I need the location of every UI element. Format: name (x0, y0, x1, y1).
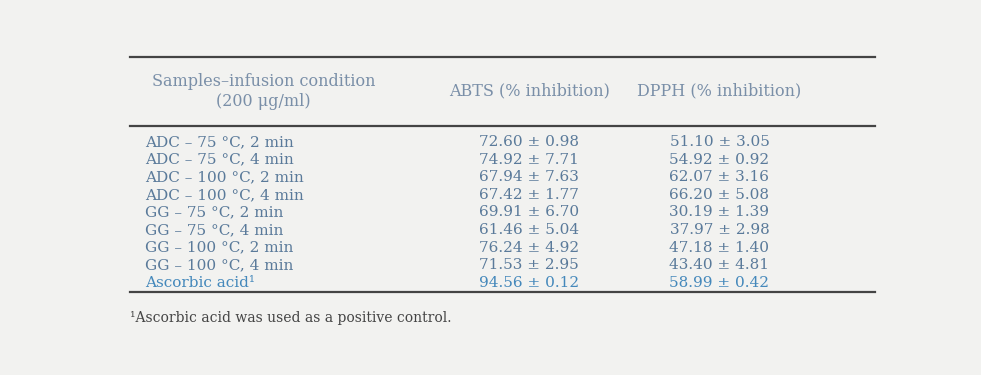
Text: 47.18 ± 1.40: 47.18 ± 1.40 (669, 241, 769, 255)
Text: 67.42 ± 1.77: 67.42 ± 1.77 (480, 188, 580, 202)
Text: ADC – 100 °C, 4 min: ADC – 100 °C, 4 min (145, 188, 304, 202)
Text: 71.53 ± 2.95: 71.53 ± 2.95 (480, 258, 579, 272)
Text: 43.40 ± 4.81: 43.40 ± 4.81 (669, 258, 769, 272)
Text: 67.94 ± 7.63: 67.94 ± 7.63 (480, 170, 580, 184)
Text: DPPH (% inhibition): DPPH (% inhibition) (638, 83, 801, 100)
Text: GG – 100 °C, 2 min: GG – 100 °C, 2 min (145, 241, 293, 255)
Text: 51.10 ± 3.05: 51.10 ± 3.05 (669, 135, 769, 149)
Text: 74.92 ± 7.71: 74.92 ± 7.71 (480, 153, 580, 166)
Text: GG – 75 °C, 4 min: GG – 75 °C, 4 min (145, 223, 284, 237)
Text: GG – 100 °C, 4 min: GG – 100 °C, 4 min (145, 258, 293, 272)
Text: 76.24 ± 4.92: 76.24 ± 4.92 (480, 241, 580, 255)
Text: 30.19 ± 1.39: 30.19 ± 1.39 (669, 206, 769, 219)
Text: Ascorbic acid¹: Ascorbic acid¹ (145, 276, 255, 290)
Text: Samples–infusion condition
(200 μg/ml): Samples–infusion condition (200 μg/ml) (151, 73, 375, 110)
Text: 69.91 ± 6.70: 69.91 ± 6.70 (480, 206, 580, 219)
Text: ABTS (% inhibition): ABTS (% inhibition) (449, 83, 610, 100)
Text: 58.99 ± 0.42: 58.99 ± 0.42 (669, 276, 769, 290)
Text: 61.46 ± 5.04: 61.46 ± 5.04 (480, 223, 580, 237)
Text: ¹Ascorbic acid was used as a positive control.: ¹Ascorbic acid was used as a positive co… (130, 311, 451, 325)
Text: 94.56 ± 0.12: 94.56 ± 0.12 (480, 276, 580, 290)
Text: 72.60 ± 0.98: 72.60 ± 0.98 (480, 135, 580, 149)
Text: 62.07 ± 3.16: 62.07 ± 3.16 (669, 170, 769, 184)
Text: 54.92 ± 0.92: 54.92 ± 0.92 (669, 153, 769, 166)
Text: ADC – 75 °C, 2 min: ADC – 75 °C, 2 min (145, 135, 294, 149)
Text: 66.20 ± 5.08: 66.20 ± 5.08 (669, 188, 769, 202)
Text: ADC – 75 °C, 4 min: ADC – 75 °C, 4 min (145, 153, 294, 166)
Text: GG – 75 °C, 2 min: GG – 75 °C, 2 min (145, 206, 284, 219)
Text: 37.97 ± 2.98: 37.97 ± 2.98 (670, 223, 769, 237)
Text: ADC – 100 °C, 2 min: ADC – 100 °C, 2 min (145, 170, 304, 184)
